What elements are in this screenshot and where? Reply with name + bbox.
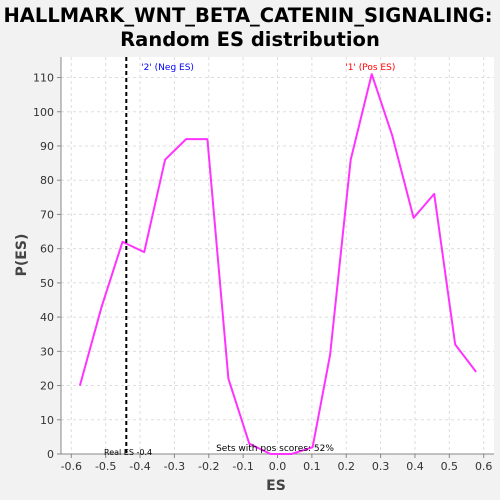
x-tick-label: -0.4 — [129, 460, 150, 473]
y-tick-label: 20 — [40, 380, 54, 393]
y-tick-label: 50 — [40, 277, 54, 290]
pos-es-label: '1' (Pos ES) — [345, 63, 395, 73]
y-tick-label: 100 — [33, 106, 54, 119]
x-tick-label: -0.6 — [61, 460, 82, 473]
chart-title-line2: Random ES distribution — [120, 28, 380, 51]
series-layer — [78, 73, 477, 455]
x-tick-label: -0.1 — [232, 460, 253, 473]
x-tick-label: 0.4 — [406, 460, 424, 473]
axes: -0.6 -0.5 -0.4 -0.3 -0.2 -0.1 0.0 0.1 0.2 0.3 0.4 0… — [33, 57, 494, 473]
pos-scores-text: Sets with pos scores: 52% — [216, 444, 334, 454]
es-distribution-line — [78, 73, 477, 455]
x-tick-label: 0.5 — [441, 460, 459, 473]
y-tick-label: 110 — [33, 72, 54, 85]
grid — [61, 57, 494, 455]
y-tick-label: 80 — [40, 174, 54, 187]
x-tick-label: -0.3 — [164, 460, 185, 473]
y-tick-label: 0 — [47, 448, 54, 461]
chart-title-line1: HALLMARK_WNT_BETA_CATENIN_SIGNALING: — [3, 4, 492, 27]
y-tick-label: 10 — [40, 414, 54, 427]
y-axis-label: P(ES) — [14, 234, 30, 277]
real-es-text: Real ES -0.4 — [104, 448, 152, 457]
y-tick-label: 30 — [40, 345, 54, 358]
x-tick-label: 0.6 — [475, 460, 493, 473]
x-tick-label: 0.2 — [337, 460, 355, 473]
annotations: '2' (Neg ES) '1' (Pos ES) Real ES -0.4 S… — [104, 57, 395, 457]
x-axis-label: ES — [266, 478, 286, 494]
x-tick-label: -0.5 — [95, 460, 116, 473]
x-tick-label: 0.0 — [269, 460, 287, 473]
x-tick-label: 0.1 — [303, 460, 321, 473]
y-tick-label: 90 — [40, 140, 54, 153]
x-tick-label: -0.2 — [198, 460, 219, 473]
neg-es-label: '2' (Neg ES) — [141, 63, 194, 73]
y-tick-label: 70 — [40, 208, 54, 221]
y-tick-label: 40 — [40, 311, 54, 324]
x-tick-label: 0.3 — [372, 460, 390, 473]
y-tick-label: 60 — [40, 243, 54, 256]
